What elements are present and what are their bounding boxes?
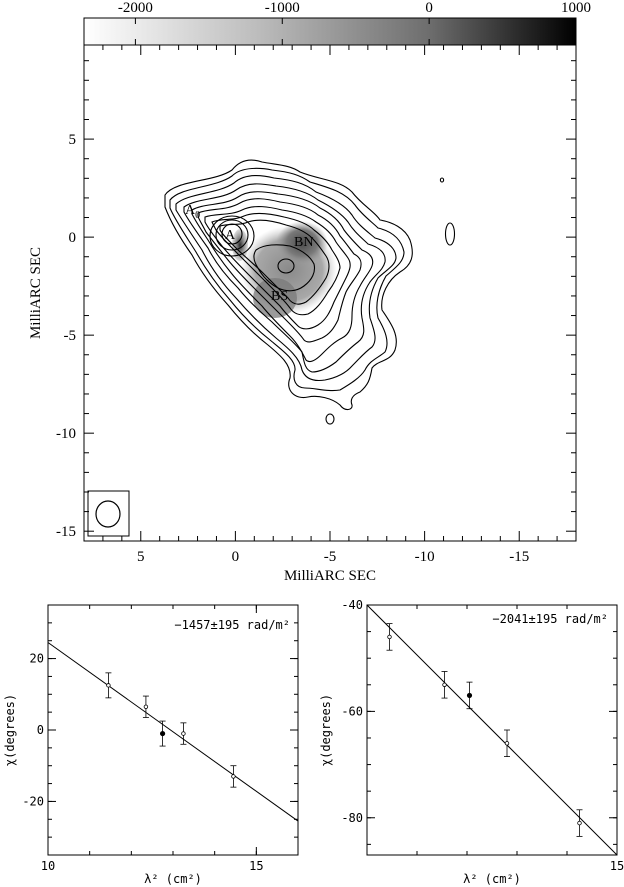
shading-bn <box>276 221 328 265</box>
contour-isolated-east <box>444 222 456 246</box>
colorbar-ticks: -2000 -1000 0 1000 <box>118 0 591 45</box>
rm-data-point <box>504 741 510 746</box>
contour-core <box>277 258 295 274</box>
rm-x-tick-label: 10 <box>41 859 55 873</box>
rm-left-x-axis-label: λ² (cm²) <box>144 872 202 886</box>
polarization-shading <box>232 221 337 318</box>
contour-a-1 <box>209 215 255 257</box>
map-y-tick-label: -15 <box>56 524 76 540</box>
colorbar-tick-label: -1000 <box>265 0 300 16</box>
rm-right-plot: 15 -40 -60 -80 <box>341 598 624 873</box>
rm-data-point <box>106 683 111 688</box>
contour-a-3 <box>221 223 243 245</box>
rm-x-tick-label: 15 <box>610 859 624 873</box>
rm-right-y-axis-label: χ(degrees) <box>319 694 333 766</box>
colorbar-tick-label: 1000 <box>561 0 591 16</box>
map-x-tick-label: 5 <box>137 549 145 565</box>
rm-y-tick-label: 20 <box>30 652 44 666</box>
contour-outer <box>164 159 413 411</box>
intensity-contours <box>164 159 456 425</box>
rm-left-y-axis-label: χ(degrees) <box>3 694 17 766</box>
contour-8 <box>211 212 341 316</box>
rm-data-point <box>387 634 392 640</box>
rm-right-x-axis-label: λ² (cm²) <box>463 872 521 886</box>
contour-5 <box>191 191 374 363</box>
component-labels: A0 A BN BS <box>185 203 313 304</box>
contour-10 <box>253 244 316 292</box>
colorbar-tick-label: -2000 <box>118 0 153 16</box>
map-x-tick-label: -5 <box>324 549 337 565</box>
component-bn-label: BN <box>294 235 313 250</box>
rm-data-point <box>231 774 236 779</box>
map-y-tick-label: 5 <box>69 132 77 148</box>
colorbar-tick-label: 0 <box>425 0 433 16</box>
beam-ellipse <box>95 500 121 528</box>
map-x-axis-label: MilliARC SEC <box>284 568 376 584</box>
contour-3 <box>175 175 397 382</box>
rm-y-tick-label: -60 <box>341 704 363 718</box>
rm-y-tick-label: 0 <box>37 723 44 737</box>
rm-panel-left: −1457±195 rad/m² 10 15 20 0 -20 λ² (cm²) χ(d… <box>3 604 299 886</box>
contour-7 <box>204 206 351 330</box>
rm-x-tick-label: 15 <box>249 859 263 873</box>
rm-y-tick-label: -80 <box>341 811 363 825</box>
rm-fit-line <box>47 642 299 822</box>
contour-6 <box>197 198 362 343</box>
rm-y-tick-label: -40 <box>341 598 363 612</box>
colorbar: -2000 -1000 0 1000 <box>83 0 591 46</box>
map-y-axis-label: MilliARC SEC <box>28 247 44 339</box>
contour-4 <box>183 183 386 373</box>
contour-a-2 <box>215 219 249 251</box>
rm-fit-line <box>366 604 618 856</box>
contour-map-panel: A0 A BN BS 5 0 -5 -10 -15 5 0 -5 -10 -15 MilliARC… <box>28 44 577 584</box>
beam-box <box>87 490 130 537</box>
rm-left-frame <box>47 604 299 856</box>
rm-data-point <box>181 731 186 736</box>
rm-data-point <box>159 730 166 737</box>
map-x-tick-label: 0 <box>232 549 240 565</box>
rm-y-tick-label: -20 <box>22 794 44 808</box>
colorbar-gradient <box>83 17 577 46</box>
map-y-tick-label: -10 <box>56 426 76 442</box>
component-a0-label: A0 <box>185 203 200 221</box>
map-frame <box>83 44 577 542</box>
contour-isolated-dot <box>439 177 445 183</box>
rm-data-point <box>442 682 447 687</box>
component-a-label: A <box>225 228 236 243</box>
rm-panel-right: −2041±195 rad/m² 15 -40 -60 -80 λ² (cm²) χ(… <box>319 598 624 886</box>
contour-9 <box>219 219 330 305</box>
contour-2 <box>169 167 405 392</box>
beam-indicator <box>87 490 130 537</box>
rm-data-point <box>466 692 473 699</box>
map-axis-ticks: 5 0 -5 -10 -15 5 0 -5 -10 -15 <box>56 45 577 565</box>
rm-left-plot: 10 15 20 0 -20 <box>22 604 299 873</box>
rm-right-frame <box>366 604 618 856</box>
map-y-tick-label: 0 <box>69 230 77 246</box>
map-x-tick-label: -15 <box>509 549 529 565</box>
rm-right-annotation: −2041±195 rad/m² <box>492 612 608 626</box>
rm-left-annotation: −1457±195 rad/m² <box>174 618 290 632</box>
component-bs-label: BS <box>271 289 288 304</box>
map-y-tick-label: -5 <box>64 328 77 344</box>
contour-isolated-south <box>325 413 335 425</box>
map-x-tick-label: -10 <box>415 549 435 565</box>
rm-data-point <box>143 704 149 709</box>
rm-data-point <box>577 820 582 826</box>
